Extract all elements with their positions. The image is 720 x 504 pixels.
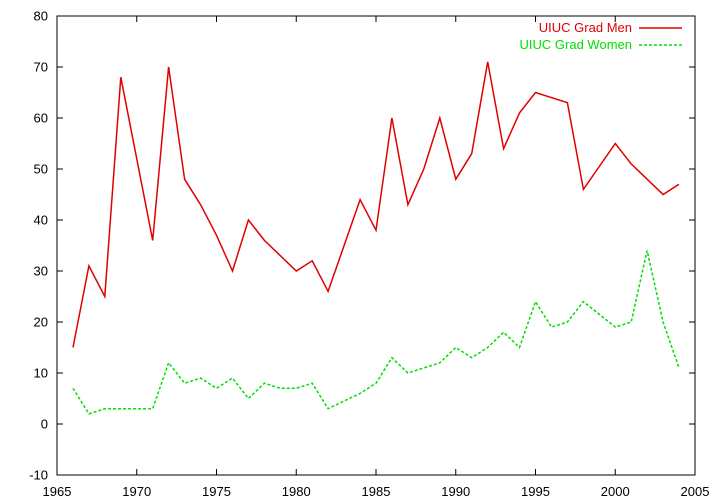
y-tick-label: 10 xyxy=(34,366,48,381)
x-axis: 1965 1970 1975 1980 1985 1990 1995 2000 2005 xyxy=(43,16,710,499)
series-line-grad-women xyxy=(72,250,680,415)
x-tick-label: 2005 xyxy=(681,484,710,499)
x-tick-label: 1965 xyxy=(43,484,72,499)
y-tick-label: 50 xyxy=(34,162,48,177)
y-tick-label: 20 xyxy=(34,315,48,330)
y-tick-label: 60 xyxy=(34,111,48,126)
legend: UIUC Grad Men UIUC Grad Women xyxy=(520,20,682,52)
y-tick-label: -10 xyxy=(29,468,48,483)
y-tick-label: 80 xyxy=(34,9,48,24)
x-tick-label: 1990 xyxy=(441,484,470,499)
x-tick-label: 1985 xyxy=(362,484,391,499)
series-layer xyxy=(72,61,680,415)
x-tick-label: 1980 xyxy=(282,484,311,499)
x-tick-label: 1975 xyxy=(202,484,231,499)
legend-label-women: UIUC Grad Women xyxy=(520,37,632,52)
y-tick-label: 0 xyxy=(41,417,48,432)
x-tick-label: 1995 xyxy=(521,484,550,499)
y-tick-label: 70 xyxy=(34,60,48,75)
y-tick-label: 30 xyxy=(34,264,48,279)
plot-frame xyxy=(56,15,696,476)
y-axis: -10 0 10 20 30 40 50 60 70 80 xyxy=(29,9,695,483)
x-tick-label: 2000 xyxy=(601,484,630,499)
legend-label-men: UIUC Grad Men xyxy=(539,20,632,35)
x-tick-label: 1970 xyxy=(122,484,151,499)
y-tick-label: 40 xyxy=(34,213,48,228)
series-line-grad-men xyxy=(72,61,680,348)
